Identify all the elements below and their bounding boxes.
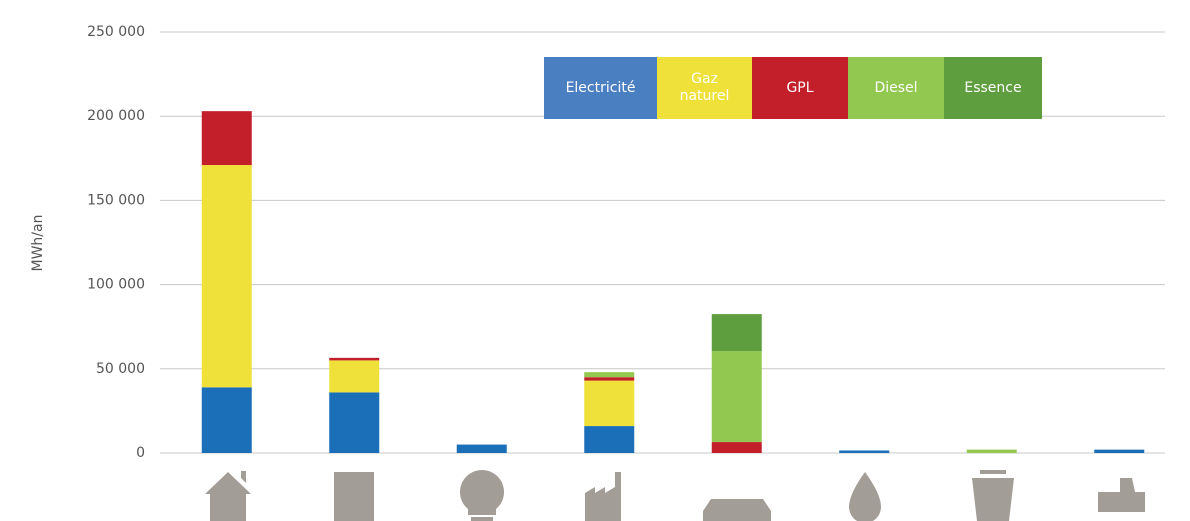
plot: 0 50 000 100 000 150 000 200 000 250 000: [87, 24, 1165, 461]
legend-item: GPL: [752, 57, 848, 119]
bar-segment: [711, 442, 762, 453]
bar-segment: [584, 426, 635, 453]
y-tick-label: 100 000: [87, 277, 145, 293]
category-icons: [205, 470, 1145, 521]
legend-label: Gaz naturel: [679, 71, 730, 104]
trash-icon: [972, 470, 1014, 521]
y-tick-label: 150 000: [87, 192, 145, 208]
bar-segment: [456, 444, 507, 453]
y-axis-label: MWh/an: [30, 215, 46, 272]
y-tick-label: 50 000: [96, 361, 145, 377]
bar-segment: [711, 314, 762, 352]
legend: Electricité Gaz naturel GPL Diesel Essen…: [544, 57, 1042, 119]
bar-segment: [839, 450, 890, 453]
bar-segment: [201, 165, 252, 388]
factory-icon: [585, 472, 621, 521]
bar-segment: [201, 387, 252, 453]
bar-segment: [584, 380, 635, 427]
house-icon: [205, 471, 251, 521]
bar-segment: [711, 351, 762, 443]
drop-icon: [849, 472, 881, 521]
bar-segment: [329, 357, 380, 361]
bar-segment: [329, 360, 380, 393]
legend-item: Gaz naturel: [657, 57, 752, 119]
y-tick-label: 250 000: [87, 24, 145, 40]
legend-label: Electricité: [565, 79, 636, 96]
bar-segment: [966, 449, 1017, 453]
bar-segment: [201, 111, 252, 166]
building-icon: [334, 472, 374, 521]
bar-segment: [329, 392, 380, 453]
y-tick-label: 0: [136, 445, 145, 461]
legend-label: Essence: [964, 79, 1022, 96]
legend-item: Electricité: [544, 57, 657, 119]
bulb-icon: [459, 470, 505, 521]
legend-label: GPL: [786, 79, 814, 96]
tractor-icon: [1098, 478, 1145, 512]
y-tick-label: 200 000: [87, 108, 145, 124]
legend-item: Diesel: [848, 57, 944, 119]
legend-item: Essence: [944, 57, 1042, 119]
car-icon: [703, 499, 771, 521]
bar-segment: [584, 372, 635, 378]
bar-segment: [584, 377, 635, 381]
bar-segment: [1094, 449, 1145, 453]
legend-label: Diesel: [874, 79, 918, 96]
